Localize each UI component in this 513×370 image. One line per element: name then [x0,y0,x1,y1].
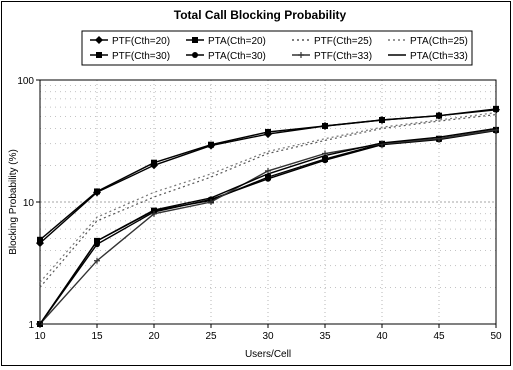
legend-item: PTF(Cth=25) [292,36,372,47]
legend-marker [298,52,304,58]
legend-item: PTA(Cth=33) [388,51,468,62]
legend-item: PTA(Cth=25) [388,36,468,47]
x-tick-label: 15 [91,331,103,342]
data-point [37,236,43,243]
y-tick-label: 10 [23,198,35,209]
data-point [265,175,271,182]
x-axis: 10 15 20 25 30 35 40 45 50 [34,324,502,342]
data-point [493,126,499,133]
x-tick-label: 30 [262,331,274,342]
x-tick-label: 35 [319,331,331,342]
legend-item: PTF(Cth=33) [292,51,372,62]
series-2 [37,105,499,243]
line-chart: Total Call Blocking Probability PTF(Cth=… [8,8,502,360]
y-tick-label: 100 [17,76,34,87]
legend-label: PTA(Cth=33) [410,51,468,62]
x-tick-label: 45 [433,331,445,342]
series-line [39,114,497,288]
y-axis-label: Blocking Probability (%) [8,149,19,255]
legend-marker [95,36,103,44]
x-tick-label: 50 [490,331,502,342]
legend-item: PTF(Cth=30) [90,51,170,62]
legend-marker [192,37,198,43]
legend-label: PTF(Cth=30) [112,51,170,62]
series-3 [39,114,497,288]
legend-label: PTF(Cth=25) [314,36,372,47]
data-point [94,188,100,195]
data-point [322,157,328,164]
data-point [94,257,100,264]
legend-label: PTF(Cth=20) [112,36,170,47]
legend-label: PTA(Cth=30) [208,51,266,62]
y-axis: 1 10 100 [17,76,40,331]
legend-item: PTA(Cth=30) [186,51,266,62]
series-line [39,129,497,325]
series-layer [36,105,500,327]
legend-marker [192,52,198,58]
data-point [208,141,214,148]
series-line [39,129,497,325]
y-tick-label: 1 [28,320,34,331]
series-6 [37,127,499,327]
data-point [265,167,271,174]
x-tick-label: 10 [34,331,46,342]
legend: PTF(Cth=20) PTA(Cth=20) PTF(Cth=25) PTA(Cth… [90,36,468,62]
data-point [436,112,442,119]
data-point [151,210,157,217]
series-line [39,127,497,325]
x-tick-label: 20 [148,331,160,342]
legend-item: PTA(Cth=20) [186,36,266,47]
x-axis-label: Users/Cell [245,349,291,360]
data-point [151,159,157,166]
legend-label: PTF(Cth=33) [314,51,372,62]
x-tick-label: 40 [376,331,388,342]
data-point [322,122,328,129]
legend-label: PTA(Cth=20) [208,36,266,47]
data-point [265,128,271,135]
series-8 [39,127,497,325]
legend-marker [96,52,102,58]
x-tick-label: 25 [205,331,217,342]
data-point [208,199,214,205]
data-point [379,117,385,124]
chart-title: Total Call Blocking Probability [174,8,347,22]
legend-label: PTA(Cth=25) [410,36,468,47]
legend-item: PTF(Cth=20) [90,36,170,47]
series-7 [37,126,499,327]
legend-box [81,30,473,66]
series-line [39,129,497,325]
data-point [493,105,499,112]
